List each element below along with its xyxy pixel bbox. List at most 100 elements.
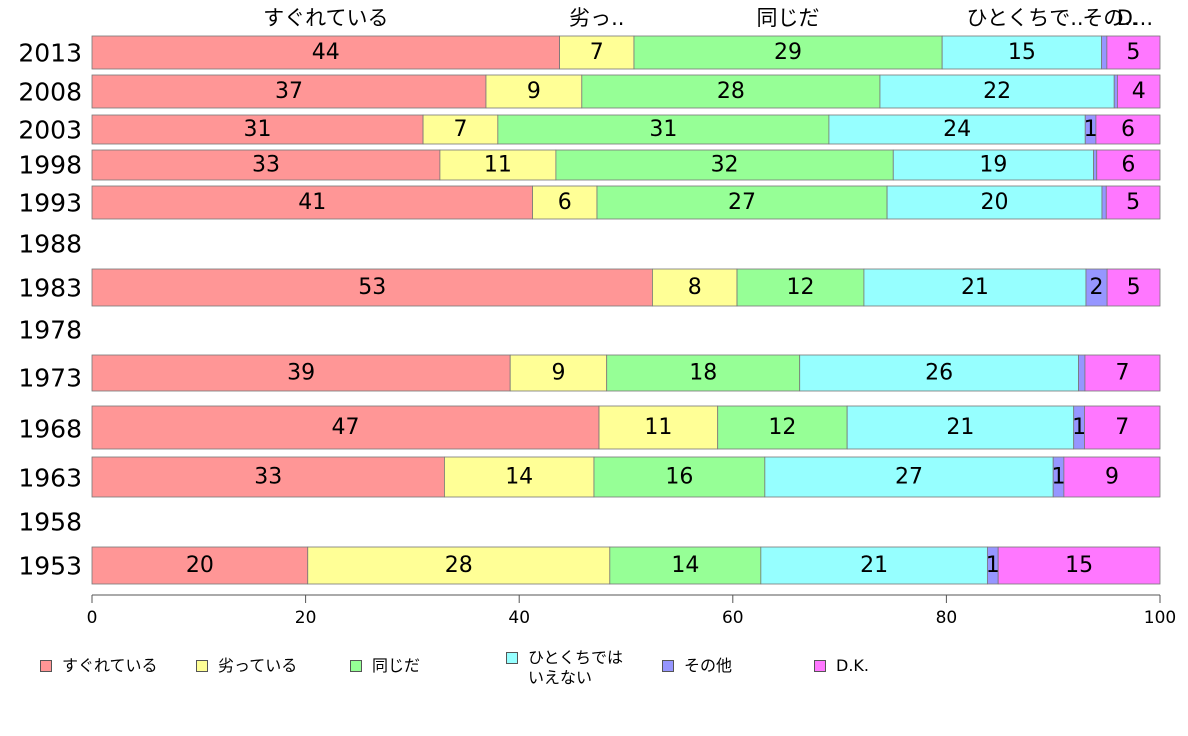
bar-row: 47 11 12 21 1 7 (91, 405, 1161, 450)
bar-segment (555, 149, 894, 181)
data-label: 21 (946, 415, 974, 440)
data-label: 15 (1008, 40, 1036, 65)
year-axis-labels: 2013 2008 2003 1998 1993 1988 1983 1978 1973 1968… (18, 39, 82, 581)
bar-segment (559, 35, 635, 70)
legend-label: D.K. (836, 656, 869, 675)
legend-swatch (350, 660, 362, 672)
data-label: 12 (786, 275, 814, 300)
year-label: 1973 (18, 364, 82, 393)
bar-segment (91, 546, 309, 585)
bar-segment (760, 546, 988, 585)
bar-segment (846, 405, 1075, 450)
data-label: 31 (244, 117, 272, 142)
stacked-bar-chart: すぐれている 劣っ.. 同じだ ひとくちで..その..D... 20132008200… (18, 6, 1176, 628)
bar-segment (497, 114, 830, 145)
data-label: 7 (590, 40, 604, 65)
x-tick-label: 100 (1144, 608, 1176, 628)
bar-row: 53 8 12 21 2 5 (91, 268, 1161, 307)
legend-swatch (814, 660, 826, 672)
legend-swatch (506, 652, 518, 664)
data-label: 1 (986, 553, 1000, 578)
data-label: 12 (768, 415, 796, 440)
column-header: 劣っ.. (569, 6, 624, 30)
data-label: 29 (774, 40, 802, 65)
data-label: 41 (298, 190, 326, 215)
year-label: 2013 (18, 39, 82, 68)
column-header: ひとくちで.. (966, 6, 1083, 30)
data-label: 15 (1065, 553, 1093, 578)
bar-segment (1063, 456, 1161, 498)
bar-row: 39 9 18 26 7 (91, 354, 1161, 392)
year-label: 1998 (18, 151, 82, 180)
legend-item: D.K. (814, 656, 869, 676)
bar-segment (764, 456, 1054, 498)
data-label: 1 (1084, 117, 1098, 142)
legend-item: 劣っている (196, 656, 297, 676)
year-label: 1983 (18, 274, 82, 303)
data-label: 9 (1105, 465, 1119, 490)
x-axis: 0 20 40 60 80 100 (87, 594, 1176, 628)
bar-segment (91, 114, 424, 145)
data-label: 1 (1072, 415, 1086, 440)
bar-rows: 44 7 29 15 537 9 28 22 431 7 31 24 1 633 11 32 19 641 6 27 2… (91, 35, 1161, 585)
bar-segment (799, 354, 1079, 392)
bar-segment (532, 185, 598, 220)
legend-item: 同じだ (350, 656, 420, 676)
bar-segment (1105, 185, 1161, 220)
year-label: 1958 (18, 508, 82, 537)
bar-row: 31 7 31 24 1 6 (91, 114, 1161, 145)
data-label: 11 (644, 415, 672, 440)
data-label: 7 (453, 117, 467, 142)
data-label: 28 (717, 79, 745, 104)
data-label: 11 (484, 153, 512, 178)
data-label: 2 (1090, 275, 1104, 300)
data-label: 5 (1126, 40, 1140, 65)
data-label: 8 (688, 275, 702, 300)
data-label: 37 (275, 79, 303, 104)
bar-segment (596, 185, 888, 220)
year-label: 2003 (18, 116, 82, 145)
legend-swatch (196, 660, 208, 672)
x-tick-label: 80 (936, 608, 958, 628)
bar-segment (91, 149, 441, 181)
bar-segment (91, 35, 560, 70)
bar-segment (581, 74, 881, 109)
data-label: 6 (558, 190, 572, 215)
bar-row: 33 11 32 19 6 (91, 149, 1161, 181)
bar-segment (941, 35, 1102, 70)
bar-segment (828, 114, 1086, 145)
legend-label: 劣っている (218, 656, 298, 675)
year-label: 1968 (18, 415, 82, 444)
data-label: 16 (665, 465, 693, 490)
column-header: その.. (1082, 6, 1137, 30)
column-header: D... (1117, 6, 1153, 30)
bar-segment (863, 268, 1087, 307)
legend-label: すぐれている (62, 656, 158, 675)
legend-item: すぐれている (40, 656, 158, 676)
data-label: 44 (312, 40, 340, 65)
data-label: 20 (186, 553, 214, 578)
data-label: 5 (1127, 275, 1141, 300)
bar-segment (1101, 185, 1107, 220)
bar-row: 41 6 27 20 5 (91, 185, 1161, 220)
data-label: 28 (445, 553, 473, 578)
legend-swatch (40, 660, 52, 672)
bar-segment (598, 405, 719, 450)
bar-row: 44 7 29 15 5 (91, 35, 1161, 70)
column-header: 同じだ (757, 6, 820, 30)
year-label: 1953 (18, 552, 82, 581)
x-tick-label: 60 (722, 608, 744, 628)
data-label: 7 (1115, 415, 1129, 440)
bar-segment (307, 546, 611, 585)
data-label: 31 (649, 117, 677, 142)
bar-segment (606, 354, 801, 392)
bar-segment (997, 546, 1161, 585)
x-tick-label: 0 (87, 608, 98, 628)
bar-segment (91, 405, 600, 450)
data-label: 6 (1121, 153, 1135, 178)
data-label: 14 (505, 465, 533, 490)
data-label: 7 (1115, 361, 1129, 386)
legend-item: その他 (662, 656, 732, 676)
bar-segment (633, 35, 943, 70)
bar-segment (1096, 149, 1161, 181)
